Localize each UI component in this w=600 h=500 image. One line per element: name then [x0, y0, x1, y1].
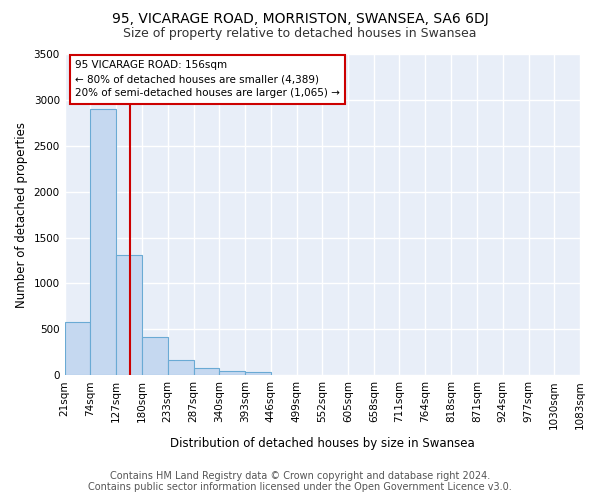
- Bar: [116, 255, 142, 375]
- Bar: [65, 322, 91, 375]
- Bar: [91, 109, 116, 375]
- Text: Size of property relative to detached houses in Swansea: Size of property relative to detached ho…: [123, 28, 477, 40]
- Bar: [167, 360, 194, 375]
- Text: 95 VICARAGE ROAD: 156sqm
← 80% of detached houses are smaller (4,389)
20% of sem: 95 VICARAGE ROAD: 156sqm ← 80% of detach…: [75, 60, 340, 98]
- Bar: [194, 368, 220, 375]
- Bar: [142, 336, 167, 375]
- Y-axis label: Number of detached properties: Number of detached properties: [15, 122, 28, 308]
- Text: Contains HM Land Registry data © Crown copyright and database right 2024.
Contai: Contains HM Land Registry data © Crown c…: [88, 471, 512, 492]
- Bar: [245, 372, 271, 375]
- Text: 95, VICARAGE ROAD, MORRISTON, SWANSEA, SA6 6DJ: 95, VICARAGE ROAD, MORRISTON, SWANSEA, S…: [112, 12, 488, 26]
- X-axis label: Distribution of detached houses by size in Swansea: Distribution of detached houses by size …: [170, 437, 475, 450]
- Bar: [220, 370, 245, 375]
